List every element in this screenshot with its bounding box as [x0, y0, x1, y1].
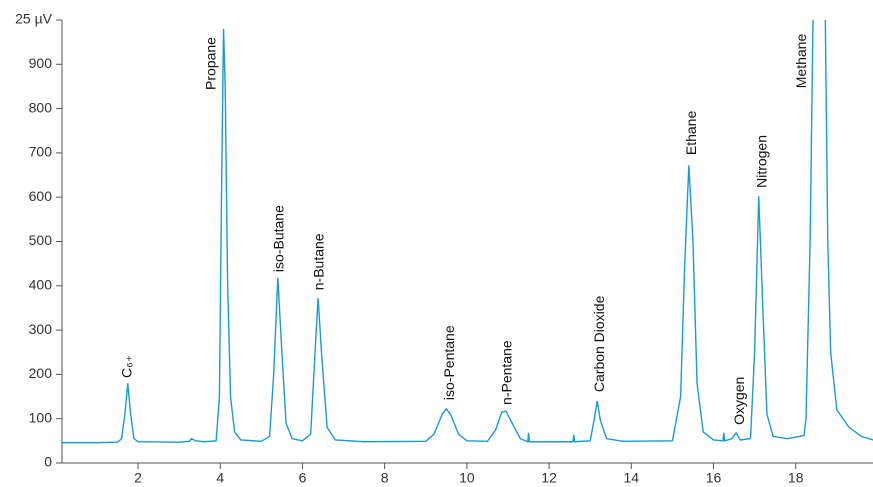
x-tick-label: 2 — [134, 470, 142, 486]
y-tick-label: 25 µV — [15, 11, 53, 27]
peak-label: Propane — [203, 37, 219, 90]
peak-label: Carbon Dioxide — [591, 295, 607, 392]
peak-label: C₆₊ — [118, 355, 134, 378]
y-tick-label: 900 — [29, 55, 53, 71]
y-tick-label: 400 — [29, 277, 53, 293]
peak-label: Oxygen — [731, 377, 747, 425]
x-tick-label: 4 — [216, 470, 224, 486]
y-tick-label: 300 — [29, 321, 53, 337]
y-tick-label: 100 — [29, 409, 53, 425]
x-tick-label: 18 — [788, 470, 804, 486]
x-tick-label: 6 — [299, 470, 307, 486]
peak-label: Methane — [793, 34, 809, 89]
y-tick-label: 200 — [29, 365, 53, 381]
y-tick-label: 500 — [29, 232, 53, 248]
y-tick-label: 700 — [29, 144, 53, 160]
x-tick-label: 10 — [459, 470, 475, 486]
x-tick-label: 14 — [624, 470, 640, 486]
peak-label: Nitrogen — [754, 135, 770, 188]
x-tick-label: 16 — [706, 470, 722, 486]
peak-label: iso-Pentane — [441, 325, 457, 400]
x-tick-label: 8 — [381, 470, 389, 486]
y-tick-label: 800 — [29, 99, 53, 115]
peak-label: Ethane — [683, 111, 699, 156]
peak-label: n-Pentane — [499, 340, 515, 405]
peak-label: n-Butane — [310, 233, 326, 290]
chromatogram-line — [62, 20, 873, 444]
x-tick-label: 12 — [541, 470, 557, 486]
y-tick-label: 0 — [44, 454, 52, 470]
peak-label: iso-Butane — [271, 205, 287, 272]
y-tick-label: 600 — [29, 188, 53, 204]
